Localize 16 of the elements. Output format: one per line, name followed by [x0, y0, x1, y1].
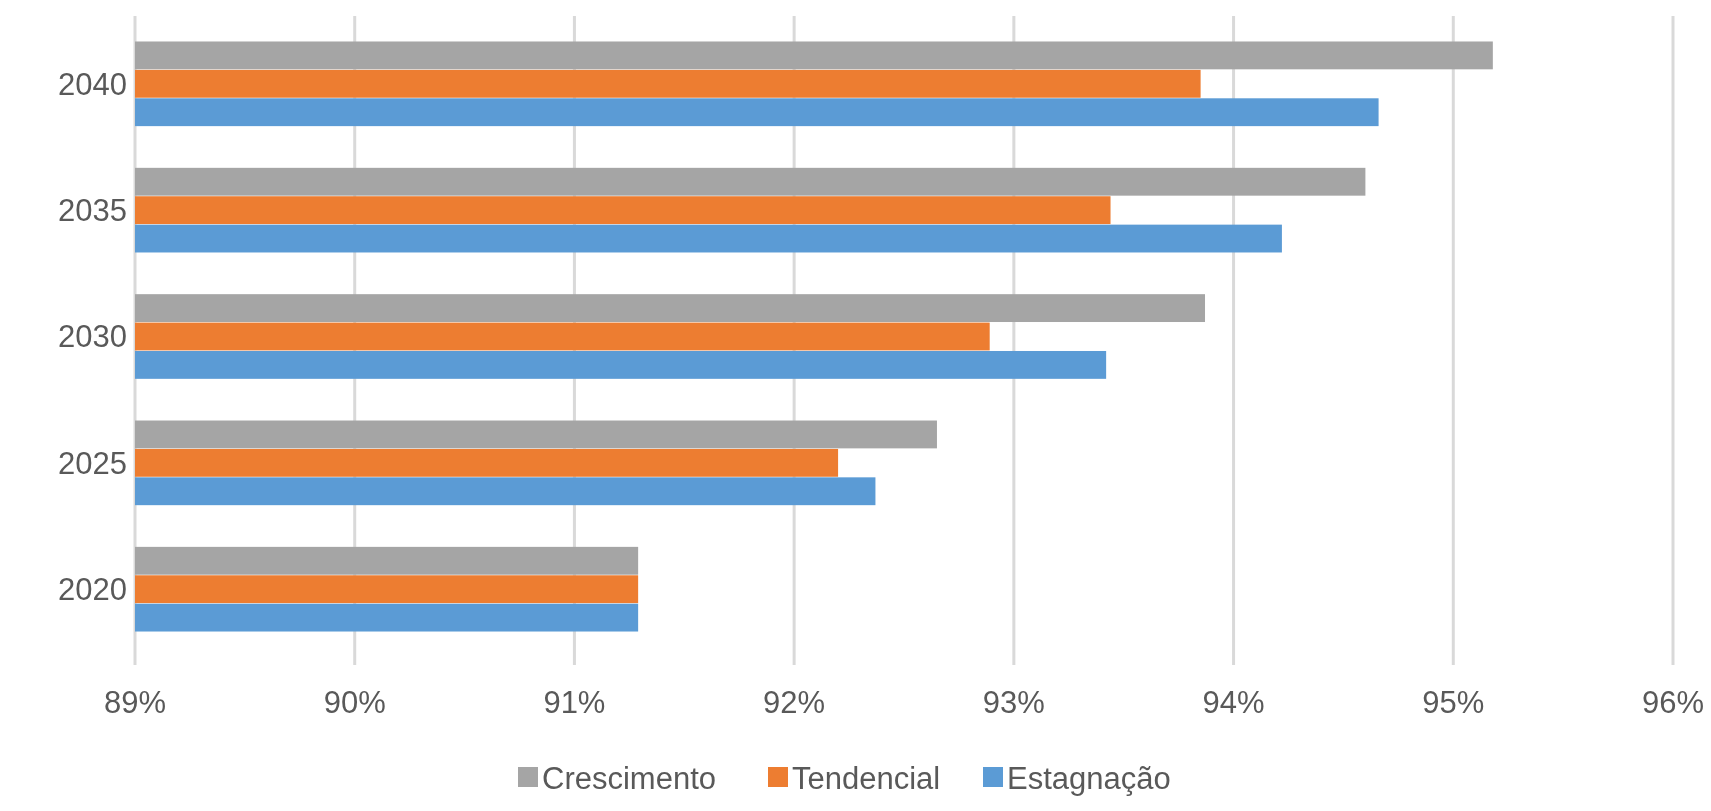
- y-tick-label: 2030: [58, 319, 127, 355]
- x-tick-label: 92%: [763, 685, 826, 720]
- x-tick-label: 94%: [1202, 685, 1265, 720]
- y-tick-label: 2020: [58, 572, 127, 608]
- x-tick-label: 96%: [1641, 685, 1705, 720]
- x-tick-label: 93%: [982, 685, 1045, 720]
- y-tick-label: 2040: [58, 66, 127, 102]
- y-tick-label: 2025: [58, 445, 127, 481]
- y-tick-label: 2035: [58, 193, 127, 228]
- x-tick-label: 95%: [1422, 685, 1485, 720]
- x-tick-label: 89%: [103, 685, 167, 720]
- legend-label: Crescimento: [542, 761, 716, 796]
- x-tick-label: 91%: [543, 685, 606, 720]
- x-tick-label: 90%: [323, 685, 386, 720]
- legend-label: Estagnação: [1007, 761, 1171, 796]
- legend-label: Tendencial: [792, 761, 941, 796]
